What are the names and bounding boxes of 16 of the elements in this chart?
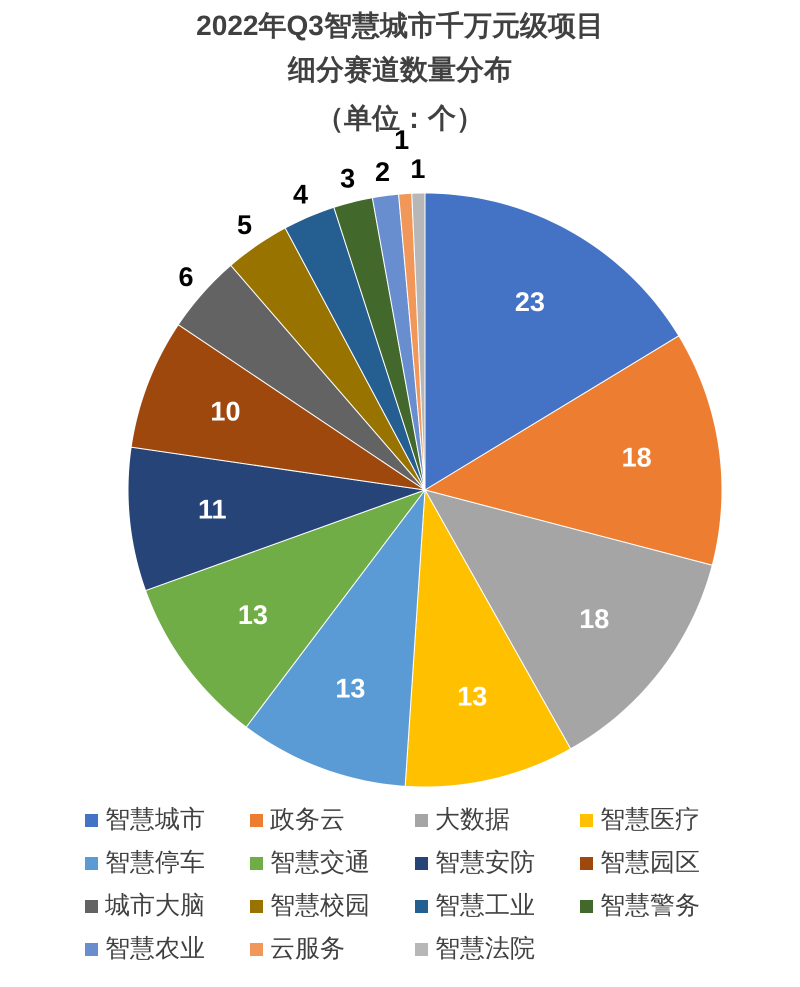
- legend-label: 城市大脑: [104, 892, 205, 920]
- legend-label: 智慧城市: [105, 806, 205, 834]
- legend-label: 智慧校园: [270, 892, 370, 920]
- legend-label: 智慧警务: [600, 892, 700, 920]
- legend-label: 智慧工业: [435, 892, 535, 920]
- legend-label: 智慧交通: [270, 848, 370, 877]
- legend-label: 大数据: [435, 806, 510, 834]
- legend-label: 智慧园区: [600, 848, 700, 877]
- legend-label: 政务云: [270, 806, 345, 834]
- title: 2022年Q3智慧城市千万元级项目细分赛道数量分布: [196, 10, 604, 86]
- legend-label: 智慧农业: [105, 934, 205, 963]
- legend-label: 智慧安防: [435, 848, 535, 877]
- legend-label: 智慧法院: [435, 934, 535, 963]
- legend-label: 智慧停车: [105, 848, 205, 877]
- legend-label: 云服务: [270, 934, 345, 963]
- legend-label: 智慧医疗: [600, 806, 700, 834]
